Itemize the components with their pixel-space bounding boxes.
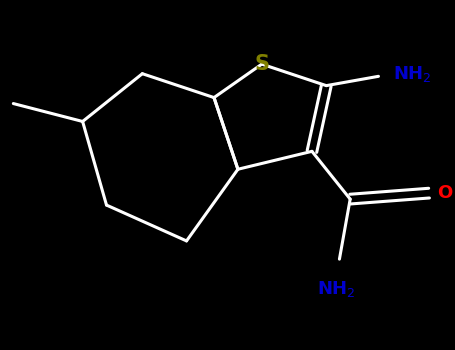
Text: O: O (437, 184, 452, 202)
Text: NH$_2$: NH$_2$ (393, 64, 432, 84)
Text: S: S (254, 54, 269, 74)
Text: NH$_2$: NH$_2$ (317, 279, 355, 299)
